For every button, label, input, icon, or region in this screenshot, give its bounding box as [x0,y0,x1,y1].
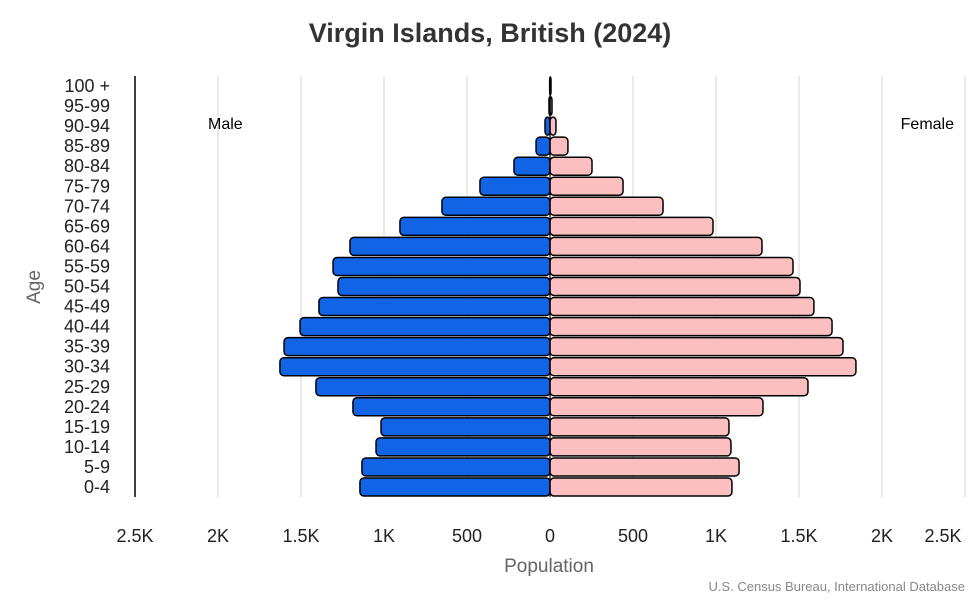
bar-female-75-79 [549,176,624,196]
x-tick-label: 2.5K [116,526,153,546]
bar-female-85-89 [549,136,569,156]
bar-female-25-29 [549,377,809,397]
bar-male-55-59 [332,256,551,277]
bar-male-60-64 [349,236,551,257]
bar-female-55-59 [549,256,794,277]
bar-female-10-14 [549,437,732,457]
y-tick-label: 0-4 [84,477,110,497]
bar-male-10-14 [375,437,551,457]
source-note: U.S. Census Bureau, International Databa… [708,579,965,594]
bar-female-45-49 [549,296,815,317]
x-tick-label: 500 [618,526,648,546]
bar-male-25-29 [315,377,551,397]
y-tick-label: 55-59 [64,256,110,276]
bar-female-5-9 [549,457,740,477]
y-tick-label: 50-54 [64,277,110,297]
bar-male-65-69 [399,216,551,237]
x-tick-label: 1K [373,526,395,546]
bar-male-75-79 [479,176,551,196]
legend-female: Female [901,116,954,133]
y-tick-label: 45-49 [64,297,110,317]
x-tick-label: 0 [545,526,555,546]
x-tick-label: 500 [452,526,482,546]
y-tick-label: 5-9 [84,457,110,477]
bar-female-70-74 [549,196,664,217]
x-tick-label: 2K [207,526,229,546]
bar-female-15-19 [549,417,730,437]
bar-male-50-54 [337,276,551,297]
bar-male-40-44 [299,316,551,337]
bar-female-50-54 [549,276,801,297]
bar-male-70-74 [441,196,551,217]
bar-male-5-9 [361,457,551,477]
y-tick-label: 95-99 [64,96,110,116]
y-tick-label: 100 + [64,76,110,96]
y-tick-label: 30-34 [64,357,110,377]
bar-female-20-24 [549,397,764,417]
y-tick-label: 70-74 [64,196,110,216]
y-tick-label: 40-44 [64,317,110,337]
y-tick-label: 25-29 [64,377,110,397]
bar-male-15-19 [380,417,551,437]
y-axis-label: Age [24,270,45,304]
x-axis-label: Population [504,556,594,577]
y-tick-label: 75-79 [64,176,110,196]
y-tick-label: 85-89 [64,136,110,156]
bar-male-80-84 [513,156,551,176]
x-tick-label: 1.5K [282,526,319,546]
bar-male-30-34 [279,356,551,377]
y-tick-label: 65-69 [64,216,110,236]
bar-female-80-84 [549,156,593,176]
y-tick-label: 15-19 [64,417,110,437]
legend-male: Male [208,116,243,133]
bar-female-35-39 [549,336,844,357]
chart-title: Virgin Islands, British (2024) [309,18,672,48]
y-tick-label: 90-94 [64,116,110,136]
bar-male-85-89 [535,136,551,156]
x-tick-label: 1.5K [780,526,817,546]
x-tick-label: 1K [705,526,727,546]
bar-male-45-49 [318,296,551,317]
bar-male-20-24 [352,397,551,417]
y-tick-label: 80-84 [64,156,110,176]
bar-female-0-4 [549,477,733,497]
x-tick-label: 2.5K [924,526,961,546]
bar-male-0-4 [359,477,551,497]
y-tick-label: 60-64 [64,236,110,256]
bar-female-90-94 [549,116,557,136]
bar-male-35-39 [283,336,551,357]
bar-female-30-34 [549,356,857,377]
bar-female-65-69 [549,216,714,237]
x-tick-label: 2K [871,526,893,546]
bar-female-60-64 [549,236,763,257]
y-tick-label: 10-14 [64,437,110,457]
bar-female-40-44 [549,316,833,337]
y-tick-label: 20-24 [64,397,110,417]
y-tick-label: 35-39 [64,337,110,357]
